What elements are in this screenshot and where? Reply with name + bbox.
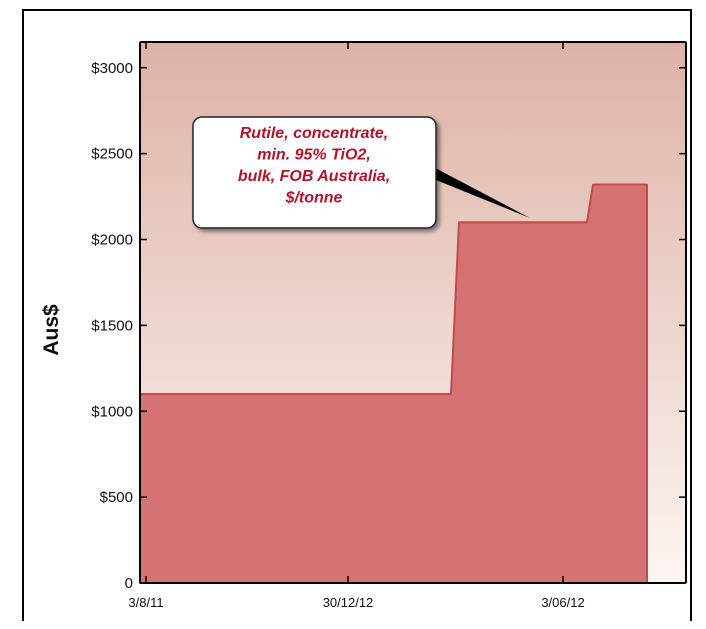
y-tick-label: $1000 xyxy=(91,403,133,420)
y-ticks: 0 $500 $1000 $1500 $2000 $2500 $3000 xyxy=(91,60,686,592)
y-tick-label: $500 xyxy=(100,489,133,506)
callout-line: Rutile, concentrate, xyxy=(240,125,388,142)
y-tick-label: 0 xyxy=(125,575,133,592)
callout-line: $/tonne xyxy=(285,190,343,207)
y-tick-label: $1500 xyxy=(91,317,133,334)
x-tick-label: 30/12/12 xyxy=(323,595,374,610)
x-tick-label: 3/06/12 xyxy=(541,595,584,610)
x-tick-label: 3/8/11 xyxy=(128,595,163,610)
area-layer xyxy=(139,183,648,584)
y-tick-label: $2000 xyxy=(91,232,133,249)
callout-text: Rutile, concentrate, min. 95% TiO2, bulk, … xyxy=(238,125,390,207)
callout-line: min. 95% TiO2, xyxy=(257,147,371,164)
annotation-callout: Rutile, concentrate, min. 95% TiO2, bulk, … xyxy=(192,116,530,229)
y-tick-label: $2500 xyxy=(91,146,133,163)
y-tick-label: $3000 xyxy=(91,60,133,77)
callout-pointer xyxy=(420,160,530,218)
chart-frame xyxy=(22,9,692,621)
y-axis-label: Aus$ xyxy=(40,304,63,356)
callout-line: bulk, FOB Australia, xyxy=(238,168,390,185)
callout-box xyxy=(192,116,437,229)
x-ticks: 3/8/11 30/12/12 3/06/12 xyxy=(128,42,585,610)
